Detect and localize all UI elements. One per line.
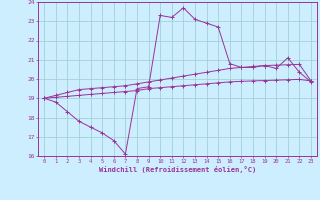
- X-axis label: Windchill (Refroidissement éolien,°C): Windchill (Refroidissement éolien,°C): [99, 166, 256, 173]
